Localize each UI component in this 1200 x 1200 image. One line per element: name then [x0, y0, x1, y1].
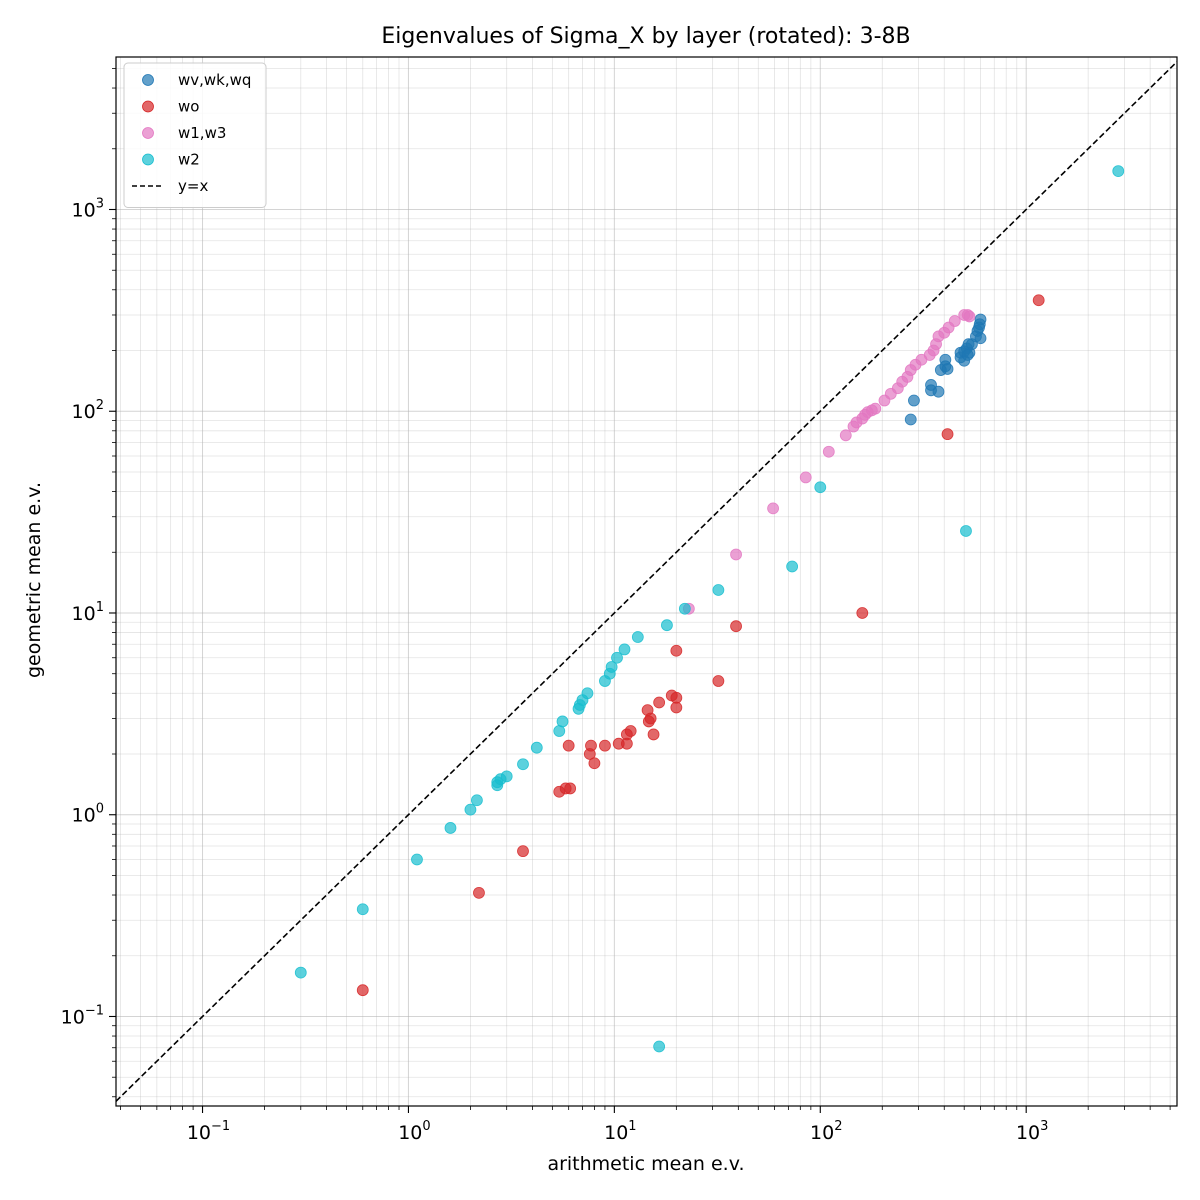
point-wo: [1032, 294, 1045, 307]
point-w2: [572, 702, 585, 715]
point-wo: [647, 728, 660, 741]
legend-label: wo: [178, 98, 199, 116]
point-w2: [1112, 165, 1125, 177]
point-w2: [464, 803, 477, 816]
point-wv-wk-wq: [974, 313, 987, 326]
point-w2: [294, 966, 307, 979]
y-equals-x-line: [115, 61, 1178, 1102]
point-w1-w3: [847, 420, 860, 433]
legend-label: y=x: [178, 177, 208, 195]
data-points: [294, 165, 1125, 1053]
point-w1-w3: [963, 310, 976, 323]
point-wo: [356, 984, 369, 997]
point-w2: [470, 794, 483, 807]
major-grid: [116, 57, 1177, 1106]
point-wo: [553, 785, 566, 798]
point-wo: [612, 737, 625, 750]
point-w2: [661, 619, 673, 632]
x-tick-label: 10−1: [187, 1119, 230, 1144]
legend-marker: [142, 74, 154, 86]
point-w1-w3: [799, 471, 812, 484]
x-tick-label: 101: [604, 1119, 636, 1144]
point-w2: [814, 481, 827, 494]
point-w1-w3: [730, 548, 742, 561]
legend-marker: [142, 153, 154, 166]
y-tick-label: 103: [72, 196, 104, 221]
point-wo: [730, 620, 742, 633]
identity-line: [115, 61, 1178, 1102]
y-axis-ticks: 10−1 100 101 102 103: [61, 68, 116, 1098]
point-wo: [856, 607, 869, 619]
y-tick-label: 10−1: [61, 1003, 104, 1028]
legend-label: w2: [178, 151, 200, 169]
legend-label: w1,w3: [178, 124, 226, 142]
point-wo: [665, 689, 678, 702]
point-w2: [517, 758, 529, 771]
y-axis-label: geometric mean e.v.: [23, 482, 45, 678]
legend-marker: [142, 100, 154, 113]
point-wo: [517, 845, 529, 858]
point-wv-wk-wq: [941, 363, 954, 375]
point-wv-wk-wq: [908, 394, 920, 407]
point-wv-wk-wq: [932, 385, 945, 398]
point-w2: [491, 779, 504, 792]
point-wo: [670, 644, 683, 657]
plot-frame: [115, 56, 1178, 1107]
point-wv-wk-wq: [904, 413, 917, 426]
point-w2: [356, 903, 369, 916]
point-w2: [553, 725, 566, 737]
point-w1-w3: [878, 394, 891, 407]
point-w2: [611, 651, 623, 664]
x-axis-ticks: 10−1 100 101 102 103: [120, 1106, 1171, 1144]
point-wo: [562, 739, 575, 752]
point-w2: [618, 643, 631, 656]
x-tick-label: 103: [1016, 1119, 1048, 1144]
legend: wv,wk,wq wo w1,w3 w2 y=x: [123, 62, 267, 208]
chart-title: Eigenvalues of Sigma_X by layer (rotated…: [381, 24, 910, 49]
point-wo: [583, 748, 596, 760]
point-wo: [670, 701, 683, 714]
y-tick-label: 101: [72, 600, 104, 625]
point-w1-w3: [767, 502, 779, 515]
point-w2: [960, 525, 972, 537]
point-w2: [653, 1040, 666, 1053]
point-w2: [678, 602, 691, 615]
point-wo: [653, 696, 666, 709]
legend-box: [123, 62, 267, 208]
y-tick-label: 100: [72, 802, 104, 827]
y-tick-label: 102: [72, 398, 104, 423]
point-wo: [941, 428, 954, 441]
point-w2: [786, 560, 799, 573]
x-tick-label: 100: [398, 1119, 430, 1144]
point-w2: [599, 675, 611, 687]
point-wo: [641, 704, 654, 717]
minor-grid: [116, 57, 1177, 1106]
point-w2: [631, 631, 644, 643]
legend-marker: [142, 127, 154, 139]
point-w2: [712, 584, 725, 596]
x-tick-label: 102: [810, 1119, 842, 1144]
point-wo: [642, 715, 655, 728]
legend-label: wv,wk,wq: [178, 71, 251, 89]
point-w2: [444, 822, 457, 834]
point-wv-wk-wq: [961, 349, 974, 361]
point-wv-wk-wq: [974, 332, 987, 345]
point-w2: [530, 741, 543, 754]
point-wo: [712, 675, 725, 687]
point-wo: [473, 886, 485, 899]
point-w1-w3: [839, 429, 852, 442]
x-axis-label: arithmetic mean e.v.: [547, 1153, 744, 1175]
point-w2: [411, 853, 423, 866]
point-wo: [599, 739, 611, 752]
point-wo: [588, 757, 601, 770]
point-w1-w3: [822, 445, 835, 458]
